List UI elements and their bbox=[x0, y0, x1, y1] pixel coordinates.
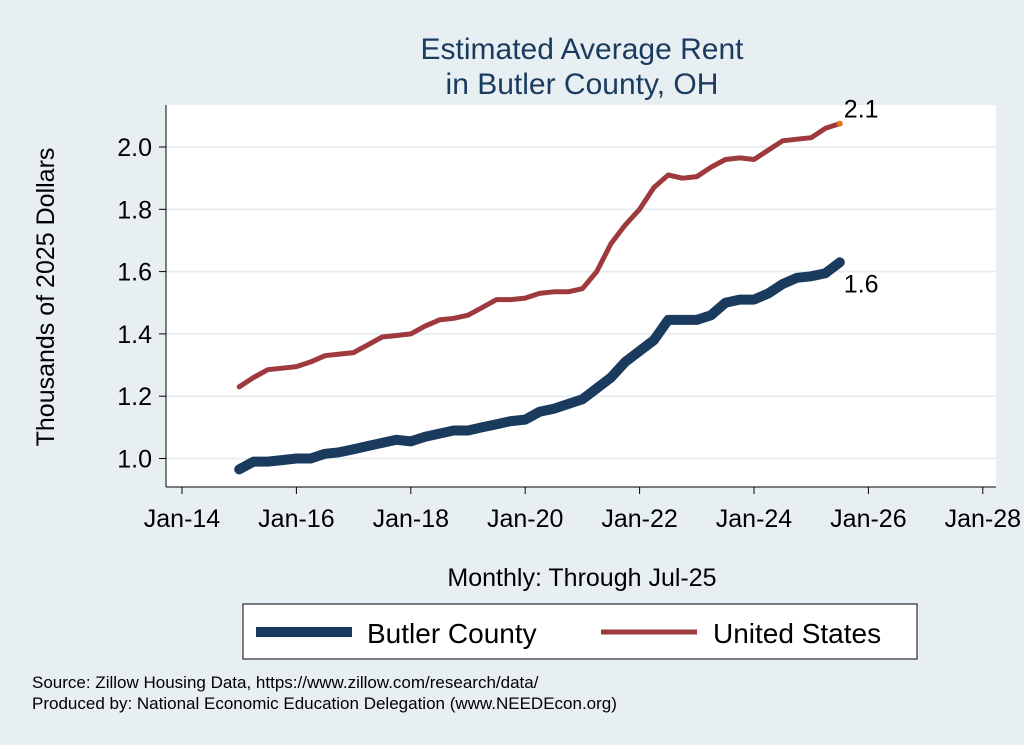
legend-box bbox=[242, 603, 918, 660]
end-label-united-states: 2.1 bbox=[844, 96, 879, 124]
x-tick-label: Jan-16 bbox=[258, 505, 334, 533]
legend-label-us: United States bbox=[713, 618, 881, 649]
legend: Butler County United States bbox=[242, 603, 918, 660]
y-axis-title: Thousands of 2025 Dollars bbox=[32, 148, 60, 447]
legend-label-butler: Butler County bbox=[367, 618, 537, 649]
x-axis-title: Monthly: Through Jul-25 bbox=[447, 564, 716, 592]
y-tick-label: 1.4 bbox=[117, 321, 152, 349]
chart-title-line-1: Estimated Average Rent bbox=[421, 33, 745, 66]
x-tick-label: Jan-26 bbox=[830, 505, 906, 533]
series-line-united-states bbox=[236, 121, 843, 390]
chart-title-line-2: in Butler County, OH bbox=[446, 68, 719, 101]
source-note: Source: Zillow Housing Data, https://www… bbox=[32, 673, 539, 692]
series-end-marker-us bbox=[836, 120, 843, 127]
axes: 1.0 1.2 1.4 1.6 1.8 2.0 Jan-14 Jan-16 Jan-18 Jan-… bbox=[117, 105, 1021, 533]
x-tick-label: Jan-22 bbox=[601, 505, 677, 533]
y-tick-label: 1.6 bbox=[117, 259, 152, 287]
y-tick-label: 1.8 bbox=[117, 196, 152, 224]
x-tick-label: Jan-14 bbox=[144, 505, 221, 533]
x-tick-label: Jan-18 bbox=[373, 505, 449, 533]
x-tick-label: Jan-24 bbox=[716, 505, 793, 533]
series-line-butler-county bbox=[234, 257, 845, 475]
x-tick-label: Jan-20 bbox=[487, 505, 563, 533]
y-tick-label: 1.2 bbox=[117, 383, 152, 411]
y-tick-label: 2.0 bbox=[117, 134, 152, 162]
end-label-butler-county: 1.6 bbox=[844, 270, 879, 298]
end-labels: 2.1 1.6 bbox=[836, 96, 879, 298]
plot-area bbox=[166, 105, 996, 487]
produced-by-note: Produced by: National Economic Education… bbox=[32, 694, 617, 713]
y-tick-label: 1.0 bbox=[117, 446, 152, 474]
series-layer bbox=[234, 121, 845, 475]
x-tick-label: Jan-28 bbox=[945, 505, 1021, 533]
